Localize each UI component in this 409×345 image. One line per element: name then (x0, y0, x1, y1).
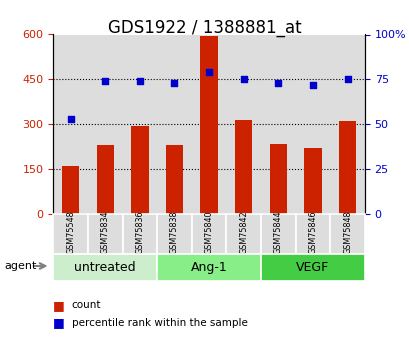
Point (102, 78, 108, 84)
Bar (131, 126, 148, 214)
Text: count: count (72, 300, 101, 310)
FancyBboxPatch shape (261, 254, 364, 281)
Text: GSM75548: GSM75548 (66, 210, 75, 254)
Bar (234, 120, 252, 214)
Text: Ang-1: Ang-1 (190, 261, 227, 274)
Bar (165, 145, 183, 214)
Bar (261, 34, 295, 214)
Text: ■: ■ (53, 299, 65, 312)
FancyBboxPatch shape (330, 214, 364, 254)
Text: GSM75834: GSM75834 (101, 210, 110, 254)
Bar (53, 34, 88, 214)
Point (240, 77, 246, 82)
Bar (97, 145, 114, 214)
Point (171, 80, 178, 86)
FancyBboxPatch shape (88, 214, 122, 254)
Text: GSM75840: GSM75840 (204, 210, 213, 254)
Text: GDS1922 / 1388881_at: GDS1922 / 1388881_at (108, 19, 301, 37)
Bar (338, 121, 355, 214)
Bar (303, 148, 321, 214)
Point (274, 80, 281, 86)
FancyBboxPatch shape (261, 214, 295, 254)
Bar (88, 34, 122, 214)
Bar (191, 34, 226, 214)
Bar (330, 34, 364, 214)
Text: VEGF: VEGF (296, 261, 329, 274)
Point (67, 116, 74, 121)
Bar (122, 34, 157, 214)
Text: agent: agent (4, 262, 36, 271)
FancyBboxPatch shape (157, 214, 191, 254)
FancyBboxPatch shape (191, 214, 226, 254)
Text: GSM75846: GSM75846 (308, 210, 317, 254)
Point (205, 69, 212, 75)
Text: ■: ■ (53, 316, 65, 329)
Point (309, 82, 315, 88)
FancyBboxPatch shape (226, 214, 261, 254)
FancyBboxPatch shape (53, 214, 88, 254)
Text: GSM75844: GSM75844 (273, 210, 282, 254)
Text: GSM75836: GSM75836 (135, 210, 144, 254)
FancyBboxPatch shape (295, 214, 330, 254)
Point (344, 77, 350, 82)
Bar (200, 36, 217, 214)
Bar (295, 34, 330, 214)
Text: GSM75842: GSM75842 (238, 210, 247, 254)
FancyBboxPatch shape (53, 254, 157, 281)
Bar (157, 34, 191, 214)
FancyBboxPatch shape (122, 214, 157, 254)
Text: untreated: untreated (74, 261, 136, 274)
FancyBboxPatch shape (157, 254, 261, 281)
Text: GSM75838: GSM75838 (170, 210, 179, 254)
Bar (269, 144, 286, 214)
Bar (226, 34, 261, 214)
Point (136, 78, 143, 84)
Text: percentile rank within the sample: percentile rank within the sample (72, 318, 247, 327)
Text: GSM75848: GSM75848 (342, 210, 351, 254)
Bar (62, 166, 79, 214)
